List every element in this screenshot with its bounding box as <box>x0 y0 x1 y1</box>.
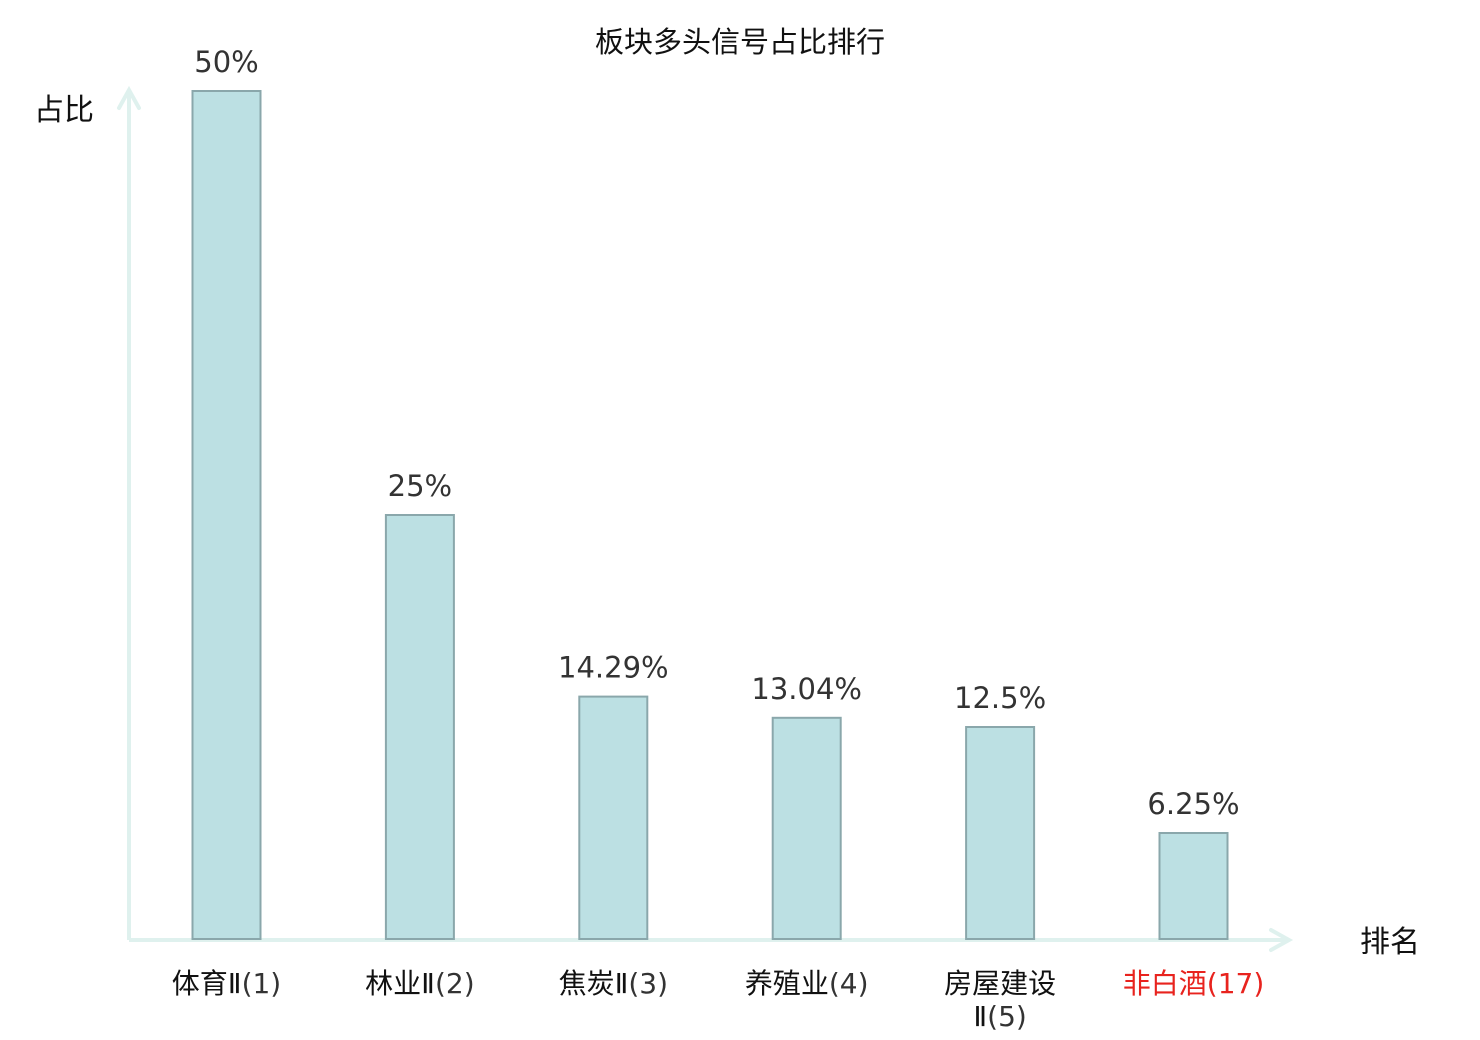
category-rank: (3) <box>628 967 668 1000</box>
axes <box>117 85 1294 952</box>
category-name: 林业Ⅱ <box>365 967 435 1000</box>
bar <box>578 695 649 940</box>
bar-value-label: 13.04% <box>751 672 862 706</box>
category-name-line2: Ⅱ <box>973 1000 987 1033</box>
bar <box>965 726 1036 940</box>
x-axis-arrowhead <box>1269 928 1294 952</box>
bar-value-label: 12.5% <box>954 681 1046 715</box>
bars-group <box>191 90 1229 940</box>
category-rank: (17) <box>1207 967 1264 1000</box>
bar <box>384 514 455 940</box>
bar-value-label: 14.29% <box>558 651 669 685</box>
category-rank: (2) <box>435 967 475 1000</box>
bar-value-label: 25% <box>388 469 452 503</box>
category-name: 体育Ⅱ <box>172 967 242 1000</box>
category-name: 养殖业 <box>745 967 829 1000</box>
y-axis-label: 占比 <box>34 93 94 128</box>
x-axis-label: 排名 <box>1360 925 1420 960</box>
category-label: 林业Ⅱ(2) <box>365 967 474 1000</box>
bar <box>771 716 842 940</box>
bar-value-label: 50% <box>194 45 258 79</box>
category-label: 非白酒(17) <box>1123 967 1265 1000</box>
category-rank: (4) <box>829 967 869 1000</box>
value-labels-group: 50% 25% 14.29% 13.04% 12.5% 6.25% <box>194 45 1239 821</box>
category-label: 焦炭Ⅱ(3) <box>559 967 668 1000</box>
y-axis-arrowhead <box>117 85 141 110</box>
category-name: 非白酒 <box>1123 967 1207 1000</box>
category-labels-group: 体育Ⅱ(1) 林业Ⅱ(2) 焦炭Ⅱ(3) 养殖业(4) 房屋建设 Ⅱ(5) 非白酒(17) <box>172 967 1264 1033</box>
bar-value-label: 6.25% <box>1147 787 1239 821</box>
category-label: 养殖业(4) <box>745 967 869 1000</box>
bar <box>191 90 262 940</box>
category-rank: (5) <box>987 1000 1027 1033</box>
category-name-line1: 房屋建设 <box>944 967 1056 1000</box>
category-rank: (1) <box>242 967 282 1000</box>
category-label: 房屋建设 Ⅱ(5) <box>944 967 1056 1033</box>
chart-title: 板块多头信号占比排行 <box>595 25 885 59</box>
bar <box>1158 832 1229 940</box>
category-name: 焦炭Ⅱ <box>559 967 629 1000</box>
category-label: 体育Ⅱ(1) <box>172 967 281 1000</box>
